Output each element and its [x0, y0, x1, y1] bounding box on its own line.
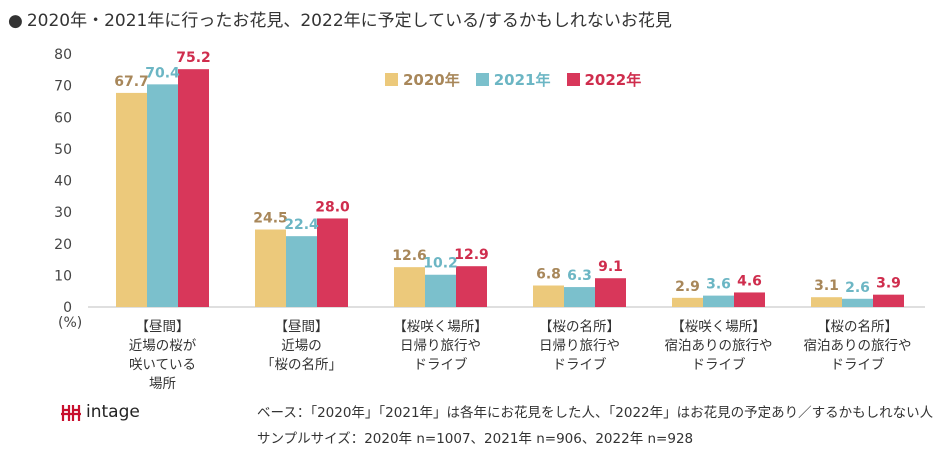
- data-label: 12.6: [392, 248, 427, 264]
- category-label-line: 宿泊ありの旅行や: [664, 338, 773, 354]
- data-label: 3.6: [706, 277, 731, 293]
- category-label-line: ドライブ: [552, 357, 607, 373]
- data-label: 2.9: [675, 279, 700, 295]
- legend-label: 2020年: [403, 71, 460, 89]
- category-label-line: 【桜の名所】: [817, 319, 898, 335]
- category-label-line: 【昼間】: [274, 319, 329, 335]
- data-label: 2.6: [845, 280, 870, 296]
- intage-logo: intage: [60, 401, 140, 423]
- legend-label: 2021年: [493, 71, 551, 89]
- category-label-line: 【昼間】: [135, 319, 190, 335]
- bar-2022年: [734, 292, 765, 307]
- data-label: 3.9: [876, 276, 901, 292]
- legend-swatch: [385, 73, 398, 86]
- legend-item: 2021年: [475, 69, 551, 90]
- category-label: 【桜の名所】 日帰り旅行や ドライブ: [515, 318, 645, 375]
- category-label-line: ドライブ: [691, 357, 746, 373]
- y-tick-label: 40: [54, 174, 72, 190]
- bar-2022年: [456, 266, 487, 307]
- category-label-line: ドライブ: [830, 357, 885, 373]
- legend-swatch: [566, 73, 580, 86]
- data-label: 75.2: [176, 50, 211, 66]
- y-tick-label: 70: [54, 79, 72, 95]
- data-label: 70.4: [145, 65, 180, 81]
- chart-title: ● 2020年・2021年に行ったお花見、2022年に予定している/するかもしれな…: [8, 6, 672, 31]
- y-tick-label: 50: [54, 142, 72, 158]
- bar-2020年: [672, 297, 703, 307]
- bar-2021年: [564, 287, 595, 307]
- bar-2022年: [178, 69, 209, 308]
- category-label-line: 宿泊ありの旅行や: [803, 338, 912, 354]
- legend-swatch: [475, 73, 489, 86]
- bar-2020年: [255, 229, 286, 307]
- category-label-line: 日帰り旅行や: [400, 338, 481, 354]
- intage-logo-mark-icon: [61, 405, 81, 421]
- category-label-line: 咲いている: [128, 357, 197, 373]
- bar-2021年: [425, 274, 456, 307]
- sample-size-note: サンプルサイズ：2020年 n=1007、2021年 n=906、2022年 n…: [257, 431, 694, 447]
- data-label: 6.8: [536, 266, 561, 282]
- title-text: 2020年・2021年に行ったお花見、2022年に予定している/するかもしれない…: [26, 11, 672, 31]
- logo-text: intage: [86, 402, 140, 422]
- category-label: 【桜咲く場所】 日帰り旅行や ドライブ: [376, 318, 506, 375]
- bar-2021年: [147, 84, 178, 307]
- bar-2020年: [394, 267, 425, 307]
- bars: [116, 69, 904, 308]
- bar-2021年: [842, 298, 873, 307]
- legend-label: 2022年: [584, 71, 642, 89]
- category-label-line: 近場の: [281, 338, 322, 354]
- y-axis: 0 10 20 30 40 50 60 70 80: [54, 47, 925, 316]
- category-label-line: 【桜咲く場所】: [393, 319, 488, 335]
- bar-2020年: [533, 285, 564, 307]
- base-note: ベース：「2020年」「2021年」は各年にお花見をした人、「2022年」はお花…: [257, 405, 934, 421]
- y-tick-label: 0: [63, 300, 72, 316]
- category-label-line: 【桜の名所】: [539, 319, 620, 335]
- category-label-line: 近場の桜が: [128, 338, 197, 354]
- data-label: 6.3: [567, 268, 592, 284]
- category-label: 【昼間】近場の桜が咲いている場所: [98, 318, 228, 394]
- y-unit-label: (%): [58, 315, 83, 331]
- data-label: 67.7: [114, 74, 149, 90]
- bar-2020年: [811, 297, 842, 307]
- category-label: 【昼間】近場の「桜の名所」: [237, 318, 367, 375]
- bar-2022年: [873, 294, 904, 307]
- category-label: 【桜咲く場所】 宿泊ありの旅行や ドライブ: [654, 318, 784, 375]
- bar-2022年: [595, 278, 626, 307]
- bar-2021年: [286, 236, 317, 307]
- legend-item: 2020年: [385, 69, 460, 90]
- bar-2020年: [116, 92, 147, 308]
- data-label: 24.5: [253, 211, 288, 227]
- category-label-line: 【桜咲く場所】: [671, 319, 766, 335]
- y-tick-label: 60: [54, 110, 72, 126]
- data-labels: 67.770.475.2 24.522.4 28.0 12.610.212.9 6.8 6…: [114, 50, 901, 296]
- category-label-line: 日帰り旅行や: [539, 338, 620, 354]
- category-label: 【桜の名所】 宿泊ありの旅行や ドライブ: [793, 318, 923, 375]
- data-label: 3.1: [814, 278, 839, 294]
- legend-item: 2022年: [566, 69, 642, 90]
- data-label: 22.4: [284, 217, 319, 233]
- bar-2021年: [703, 295, 734, 307]
- data-label: 9.1: [598, 259, 623, 275]
- y-tick-label: 10: [54, 268, 72, 284]
- data-label: 4.6: [737, 273, 762, 289]
- y-tick-label: 20: [54, 237, 72, 253]
- data-label: 12.9: [454, 247, 489, 263]
- y-tick-label: 30: [54, 205, 72, 221]
- y-tick-label: 80: [54, 47, 72, 63]
- data-label: 28.0: [315, 199, 350, 215]
- bar-2022年: [317, 218, 348, 307]
- category-label-line: ドライブ: [413, 357, 468, 373]
- data-label: 10.2: [423, 256, 458, 272]
- title-bullet: ●: [8, 11, 23, 31]
- legend: 2020年 2021年 2022年: [385, 69, 641, 90]
- category-label-line: 「桜の名所」: [261, 357, 342, 373]
- category-label-line: 場所: [149, 376, 176, 392]
